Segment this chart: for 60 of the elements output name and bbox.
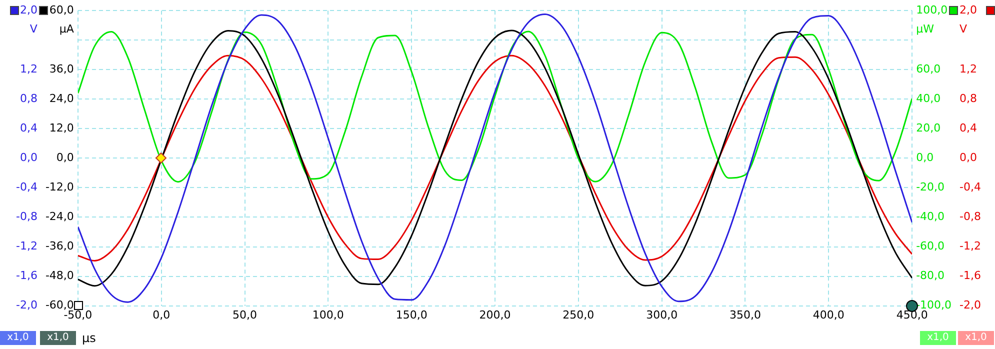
y2-tick-label: 60,0 — [49, 3, 74, 16]
y-axis-title: V — [30, 22, 38, 36]
y-tick-label: -0,8 — [16, 210, 38, 224]
text: 1,2 — [960, 62, 978, 76]
y2-tick-label: -36,0 — [45, 240, 74, 253]
text: 2,0 — [960, 3, 978, 16]
y2-tick-label: 12,0 — [49, 122, 74, 135]
line-series — [78, 54, 912, 262]
y-tick-label: 0,0 — [20, 151, 38, 164]
x-tick-label: 350,0 — [729, 308, 761, 322]
y3-tick-label: -20,0 — [916, 180, 945, 194]
y2-tick-label: 0,0 — [56, 151, 74, 164]
text: -1,2 — [960, 240, 982, 253]
y2-tick-label: 24,0 — [49, 92, 74, 106]
y2-tick-label: 36,0 — [49, 62, 74, 76]
text: x1,0 — [958, 331, 994, 345]
y2-tick-label: -12,0 — [45, 180, 74, 194]
text: x1,0 — [920, 331, 956, 345]
y-tick-label: 0,8 — [20, 92, 38, 106]
y3-tick-label: 100,0 — [916, 3, 948, 16]
x-tick-label: 0,0 — [152, 308, 170, 322]
text: 0,0 — [960, 151, 978, 164]
y-tick-label: -1,2 — [16, 240, 38, 253]
text: -2,0 — [960, 298, 982, 312]
x-tick-label: 450,0 — [896, 308, 928, 322]
text: -1,6 — [960, 269, 982, 282]
text: 0,4 — [960, 122, 978, 135]
x-tick-label: 300,0 — [646, 308, 678, 322]
y-tick-label: -2,0 — [16, 298, 38, 312]
y2-tick-label: -60,0 — [45, 298, 74, 312]
text: -0,8 — [960, 210, 982, 224]
y-tick-label: -0,4 — [16, 180, 38, 194]
y3-tick-label: 40,0 — [916, 92, 941, 106]
x-tick-label: 150,0 — [396, 308, 428, 322]
y3-tick-label: -60,0 — [916, 240, 945, 253]
y-tick-label: 2,0 — [20, 3, 38, 16]
y2-axis-title: µA — [59, 22, 74, 36]
text: x1,0 — [40, 331, 76, 345]
y3-tick-label: -40,0 — [916, 210, 945, 224]
x-tick-label: 100,0 — [312, 308, 344, 322]
x-tick-label: 200,0 — [479, 308, 511, 322]
x-tick-label: 400,0 — [812, 308, 844, 322]
y3-tick-label: 20,0 — [916, 122, 941, 135]
y3-tick-label: 60,0 — [916, 62, 941, 76]
y-tick-label: -1,6 — [16, 269, 38, 282]
text: V — [960, 22, 968, 36]
x-axis-title: µs — [82, 331, 96, 345]
x-tick-label: 50,0 — [232, 308, 258, 322]
x-tick-label: 250,0 — [562, 308, 594, 322]
text: 0,8 — [960, 92, 978, 106]
y2-tick-label: -24,0 — [45, 210, 74, 224]
text: -0,4 — [960, 180, 982, 194]
text: x1,0 — [0, 331, 36, 345]
y-tick-label: 0,4 — [20, 122, 38, 135]
line-series — [78, 30, 912, 183]
y3-tick-label: -80,0 — [916, 269, 945, 282]
y3-tick-label: 0,0 — [916, 151, 934, 164]
y-tick-label: 1,2 — [20, 62, 38, 76]
y2-tick-label: -48,0 — [45, 269, 74, 282]
y3-axis-title: µW — [916, 22, 934, 36]
